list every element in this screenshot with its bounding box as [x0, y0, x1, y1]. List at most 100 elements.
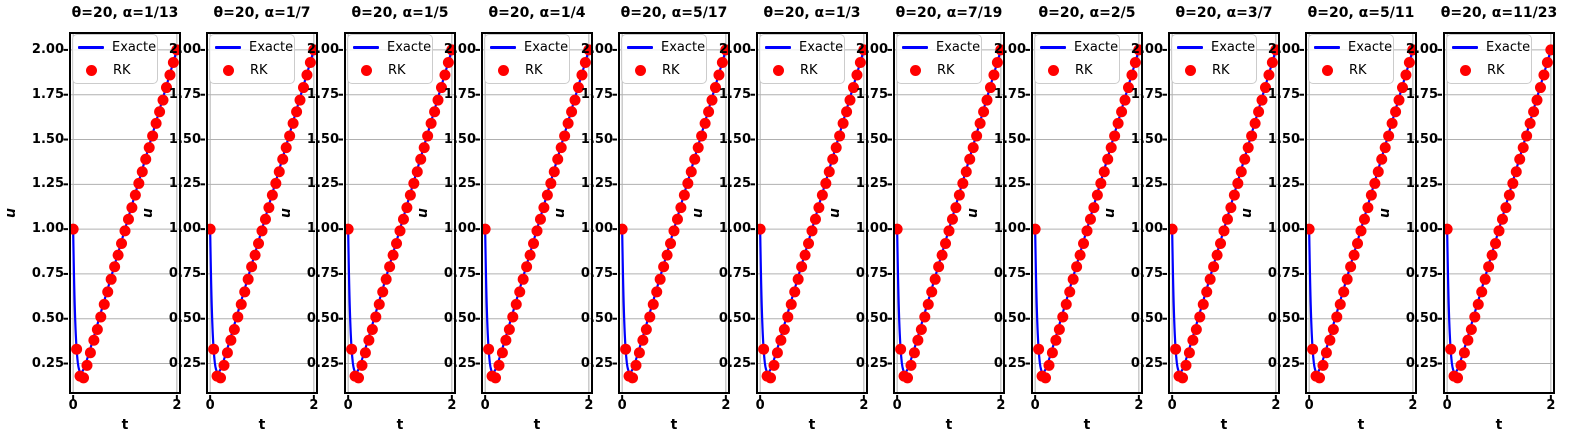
- rk-dot: [902, 372, 914, 384]
- y-axis-label: u: [1377, 208, 1393, 218]
- rk-dot: [559, 130, 571, 142]
- x-axis-label: t: [670, 417, 678, 433]
- y-tick-label: 1.75: [443, 86, 476, 102]
- subplot-title: θ=20, α=1/3: [763, 5, 861, 21]
- rk-dot: [528, 237, 540, 249]
- legend-label-exacte: Exacte: [387, 40, 432, 55]
- y-tick-label: 1.00: [1405, 221, 1438, 237]
- y-tick-label: 1.25: [306, 176, 339, 192]
- y-tick-label: 0.25: [1130, 355, 1163, 371]
- rk-dot: [654, 273, 666, 285]
- rk-dot: [1112, 117, 1124, 129]
- rk-dot: [481, 223, 491, 235]
- rk-dot: [555, 142, 567, 154]
- rk-dot: [758, 343, 770, 355]
- rk-dot: [1187, 334, 1199, 346]
- y-axis-label: u: [415, 208, 431, 218]
- rk-dot: [122, 213, 134, 225]
- y-tick-label: 0.25: [718, 355, 751, 371]
- subplot-title: θ=20, α=5/17: [620, 5, 728, 21]
- rk-dot: [841, 106, 853, 118]
- rk-dot: [1445, 343, 1457, 355]
- y-tick-label: 0.50: [443, 310, 476, 326]
- axis-ticks: [63, 48, 178, 400]
- y-tick-label: 0.75: [443, 265, 476, 281]
- rk-dot: [1369, 177, 1381, 189]
- rk-dot: [490, 372, 502, 384]
- rk-dot: [503, 323, 515, 335]
- rk-dot: [1458, 347, 1470, 359]
- rk-dot: [630, 359, 642, 371]
- legend-entry-exacte: Exacte: [627, 38, 705, 57]
- rk-dot: [366, 323, 378, 335]
- rk-dot: [1091, 189, 1103, 201]
- rk-dot: [675, 202, 687, 214]
- legend-sample: [1452, 46, 1478, 49]
- y-tick-label: 1.00: [580, 221, 613, 237]
- rk-dot: [1235, 166, 1247, 178]
- rk-dot: [775, 334, 787, 346]
- subplot-title: θ=20, α=1/7: [213, 5, 311, 21]
- rk-dot: [1524, 117, 1536, 129]
- rk-dot: [940, 237, 952, 249]
- y-tick-label: 1.00: [443, 221, 476, 237]
- plot-canvas: [1437, 32, 1555, 400]
- rk-dot: [1358, 213, 1370, 225]
- rk-dot: [1031, 223, 1041, 235]
- rk-dot: [1129, 56, 1141, 68]
- rk-dot: [373, 298, 385, 310]
- rk-dot: [1305, 223, 1315, 235]
- x-tick-label: 0: [343, 398, 353, 413]
- y-tick-label: 0.50: [855, 310, 888, 326]
- y-tick-label: 0.25: [168, 355, 201, 371]
- x-axis-label: t: [396, 417, 404, 433]
- plot-border: [893, 32, 1005, 394]
- y-axis-label: u: [552, 208, 568, 218]
- rk-dot: [661, 249, 673, 261]
- rk-dot: [1239, 153, 1251, 165]
- y-tick-label: 1.25: [718, 176, 751, 192]
- legend-label-exacte: Exacte: [249, 40, 294, 55]
- rk-dot: [1050, 334, 1062, 346]
- rk-dot: [143, 142, 155, 154]
- rk-dot: [946, 213, 958, 225]
- legend-dot-icon: [361, 65, 372, 76]
- legend-sample: [1314, 46, 1340, 49]
- legend-label-rk: RK: [388, 63, 406, 78]
- legend: Exacte RK: [484, 34, 570, 84]
- rk-dot: [531, 225, 543, 237]
- rk-dot: [837, 117, 849, 129]
- x-tick-label: 0: [480, 398, 490, 413]
- plot-border: [69, 32, 181, 394]
- rk-dot: [415, 153, 427, 165]
- x-axis-label: t: [1357, 417, 1365, 433]
- x-axis-label: t: [258, 417, 266, 433]
- legend: Exacte RK: [1171, 34, 1257, 84]
- y-tick-label: 0.50: [718, 310, 751, 326]
- grid-lines: [894, 33, 1004, 393]
- plot-border: [618, 32, 730, 394]
- rk-dot: [1057, 311, 1069, 323]
- rk-dot: [287, 117, 299, 129]
- rk-dot: [235, 298, 247, 310]
- rk-dot: [221, 347, 233, 359]
- subplot-9: θ=20, α=3/7 u t Exacte RK 0.25 0.50 0.75 1.…: [1102, 0, 1280, 446]
- rk-dot: [1443, 223, 1453, 235]
- rk-dot: [98, 298, 110, 310]
- rk-dot: [1102, 153, 1114, 165]
- x-tick-label: 2: [1408, 398, 1418, 413]
- legend-line-icon: [215, 46, 241, 49]
- rk-dot: [1483, 261, 1495, 273]
- x-axis-label: t: [945, 417, 953, 433]
- plot-canvas: [475, 32, 593, 400]
- rk-dot: [545, 177, 557, 189]
- legend: Exacte RK: [621, 34, 707, 84]
- legend-entry-rk: RK: [78, 61, 152, 80]
- rk-dot: [136, 166, 148, 178]
- rk-dot: [1218, 225, 1230, 237]
- x-axis-label: t: [121, 417, 129, 433]
- y-tick-label: 0.75: [718, 265, 751, 281]
- y-tick-label: 0.75: [855, 265, 888, 281]
- rk-dot: [1500, 202, 1512, 214]
